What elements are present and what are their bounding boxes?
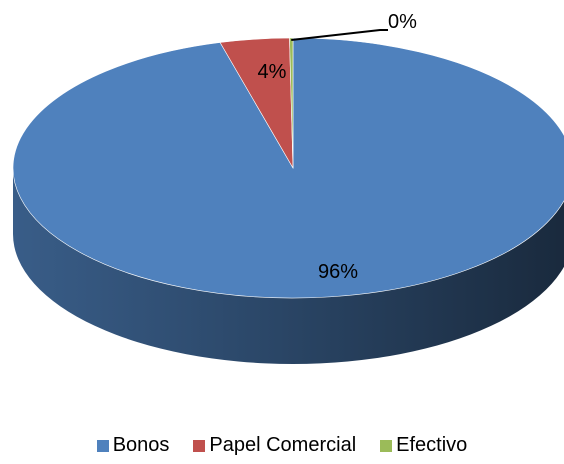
- legend-label-papel-comercial: Papel Comercial: [209, 434, 357, 456]
- legend-swatch-papel-comercial: [193, 439, 206, 452]
- pie-side-0: [13, 168, 564, 364]
- legend: Bonos Papel Comercial Efectivo: [0, 434, 564, 457]
- pie-chart: 96% 4% 0%: [12, 11, 564, 364]
- legend-item-bonos: Bonos: [96, 434, 170, 457]
- legend-label-efectivo: Efectivo: [396, 434, 468, 456]
- legend-swatch-bonos: [96, 439, 109, 452]
- data-label-2: 0%: [388, 11, 417, 33]
- legend-item-papel-comercial: Papel Comercial: [193, 434, 356, 457]
- legend-swatch-efectivo: [380, 439, 393, 452]
- leader-line-efectivo: [291, 29, 388, 41]
- data-label-0: 96%: [318, 261, 358, 283]
- legend-label-bonos: Bonos: [112, 434, 170, 456]
- pie-slice-efectivo: [289, 37, 294, 169]
- data-label-1: 4%: [258, 61, 287, 83]
- pie-slice-bonos: [12, 37, 564, 299]
- legend-item-efectivo: Efectivo: [380, 434, 467, 457]
